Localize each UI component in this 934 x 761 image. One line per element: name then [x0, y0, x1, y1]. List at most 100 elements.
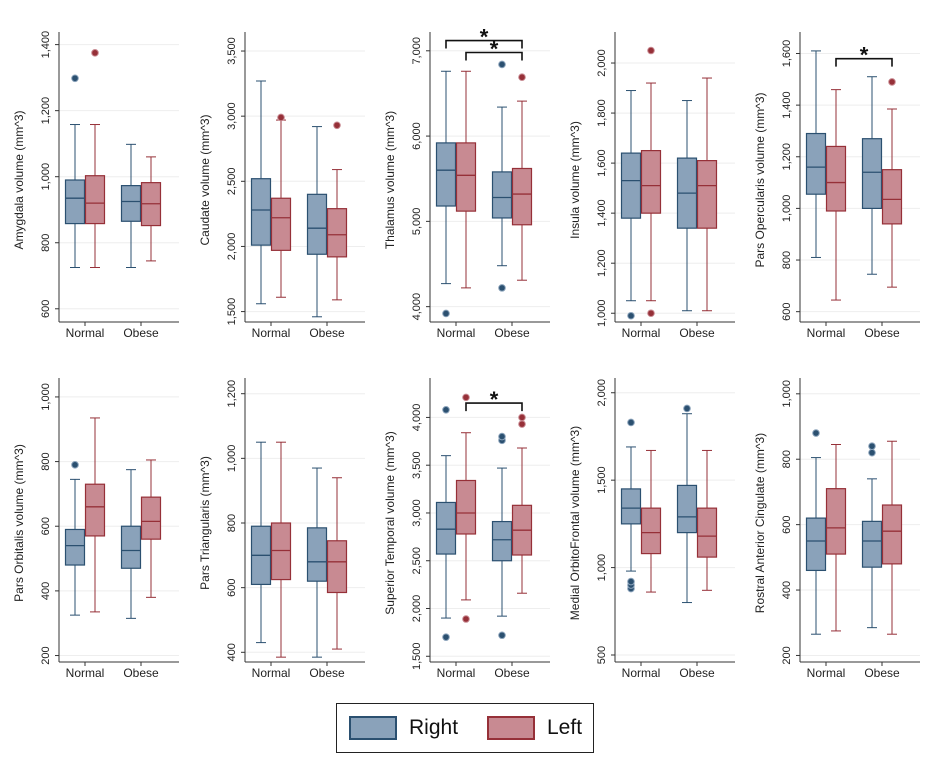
box-iqr — [140, 496, 162, 540]
outlier-point — [71, 461, 79, 469]
y-tick-label: 200 — [40, 646, 52, 664]
box-obese-left — [511, 413, 533, 594]
legend-label-left: Left — [547, 716, 583, 739]
y-tick-label: 6,000 — [411, 122, 423, 150]
y-tick-label: 1,000 — [596, 554, 608, 582]
y-tick-label: 1,500 — [226, 298, 238, 326]
legend-swatch-right — [349, 716, 397, 740]
box-iqr — [326, 540, 348, 594]
y-tick-label: 1,000 — [226, 445, 238, 473]
y-tick-label: 3,500 — [226, 37, 238, 65]
box-obese-right — [120, 469, 142, 619]
box-obese-left — [881, 78, 903, 288]
outlier-point — [868, 448, 876, 457]
y-tick-label: 1,000 — [781, 195, 793, 223]
box-obese-left — [696, 77, 718, 312]
y-tick-label: 1,000 — [596, 299, 608, 327]
y-tick-label: 1,000 — [40, 383, 52, 411]
box-obese-right — [676, 100, 698, 312]
box-iqr — [825, 488, 847, 555]
y-tick-label: 2,500 — [226, 168, 238, 196]
box-iqr — [676, 484, 698, 534]
box-normal-right — [250, 80, 272, 305]
y-tick-label: 2,500 — [411, 547, 423, 575]
box-obese-right — [120, 143, 142, 269]
significance-bracket: * — [445, 25, 523, 50]
bracket-line — [835, 57, 893, 67]
chart-3: 4,000 5,000 6,000 7,000 Normal Obese Thalamus … — [383, 25, 550, 340]
outlier-point — [647, 309, 655, 318]
y-tick-label: 600 — [40, 517, 52, 535]
y-tick-label: 600 — [40, 300, 52, 318]
box-normal-right — [620, 418, 642, 593]
chart-8: 1,500 2,000 2,500 3,000 3,500 4,000 Normal Obes… — [383, 378, 550, 680]
y-tick-label: 1,000 — [781, 380, 793, 408]
box-obese-left — [140, 156, 162, 262]
x-tick-label: Obese — [679, 666, 715, 680]
y-tick-label: 2,000 — [596, 49, 608, 77]
y-tick-label: 1,800 — [596, 99, 608, 127]
box-iqr — [455, 142, 477, 212]
box-obese-left — [696, 449, 718, 591]
outlier-point — [812, 429, 820, 437]
y-axis-label: Pars Opercularis volume (mm^3) — [753, 92, 767, 267]
outlier-point — [627, 311, 635, 320]
box-iqr — [491, 171, 513, 219]
box-iqr — [640, 507, 662, 555]
significance-star: * — [490, 387, 499, 412]
box-iqr — [696, 160, 718, 229]
box-iqr — [435, 142, 457, 207]
outlier-point — [868, 442, 876, 450]
box-iqr — [640, 149, 662, 214]
box-obese-left — [140, 459, 162, 598]
x-tick-label: Obese — [679, 326, 715, 340]
outlier-point — [647, 46, 655, 55]
y-axis-label: Pars Orbitalis volume (mm^3) — [12, 444, 26, 602]
box-normal-right — [805, 429, 827, 635]
box-normal-left — [270, 441, 292, 658]
x-tick-label: Normal — [807, 326, 846, 340]
box-iqr — [84, 483, 106, 537]
box-obese-right — [676, 404, 698, 604]
y-tick-label: 2,000 — [596, 379, 608, 407]
box-iqr — [620, 488, 642, 525]
outlier-point — [333, 121, 341, 130]
box-iqr — [881, 504, 903, 565]
y-tick-label: 1,200 — [596, 249, 608, 277]
x-tick-label: Obese — [123, 666, 159, 680]
y-axis-label: Amygdala volume (mm^3) — [12, 110, 26, 249]
box-iqr — [805, 517, 827, 572]
y-tick-label: 800 — [781, 251, 793, 269]
y-tick-label: 800 — [40, 452, 52, 470]
x-tick-label: Normal — [252, 666, 291, 680]
box-normal-left — [84, 417, 106, 613]
outlier-point — [498, 631, 506, 640]
chart-7: 400 600 800 1,000 1,200 Normal Obese Pars Trian… — [198, 378, 365, 680]
outlier-point — [627, 577, 635, 586]
chart-9: 500 1,000 1,500 2,000 Normal Obese Medial Orbi… — [568, 378, 735, 680]
x-tick-label: Normal — [437, 666, 476, 680]
y-tick-label: 800 — [226, 514, 238, 532]
significance-star: * — [480, 25, 489, 50]
x-tick-label: Normal — [807, 666, 846, 680]
box-normal-right — [64, 461, 86, 616]
y-tick-label: 1,400 — [781, 91, 793, 119]
box-iqr — [250, 178, 272, 246]
box-iqr — [326, 208, 348, 258]
box-obese-right — [491, 432, 513, 640]
y-tick-label: 2,000 — [226, 233, 238, 261]
outlier-point — [91, 49, 99, 57]
y-tick-label: 1,500 — [596, 466, 608, 494]
y-axis-label: Pars Triangularis (mm^3) — [198, 456, 212, 590]
box-iqr — [270, 522, 292, 581]
x-tick-label: Normal — [252, 326, 291, 340]
y-tick-label: 3,000 — [411, 499, 423, 527]
y-tick-label: 4,000 — [411, 293, 423, 321]
y-axis-label: Medial OrbitoFrontal volume (mm^3) — [568, 426, 582, 620]
box-iqr — [64, 179, 86, 225]
box-obese-left — [881, 440, 903, 635]
x-tick-label: Obese — [309, 326, 345, 340]
bracket-line — [445, 39, 523, 49]
box-iqr — [270, 197, 292, 251]
